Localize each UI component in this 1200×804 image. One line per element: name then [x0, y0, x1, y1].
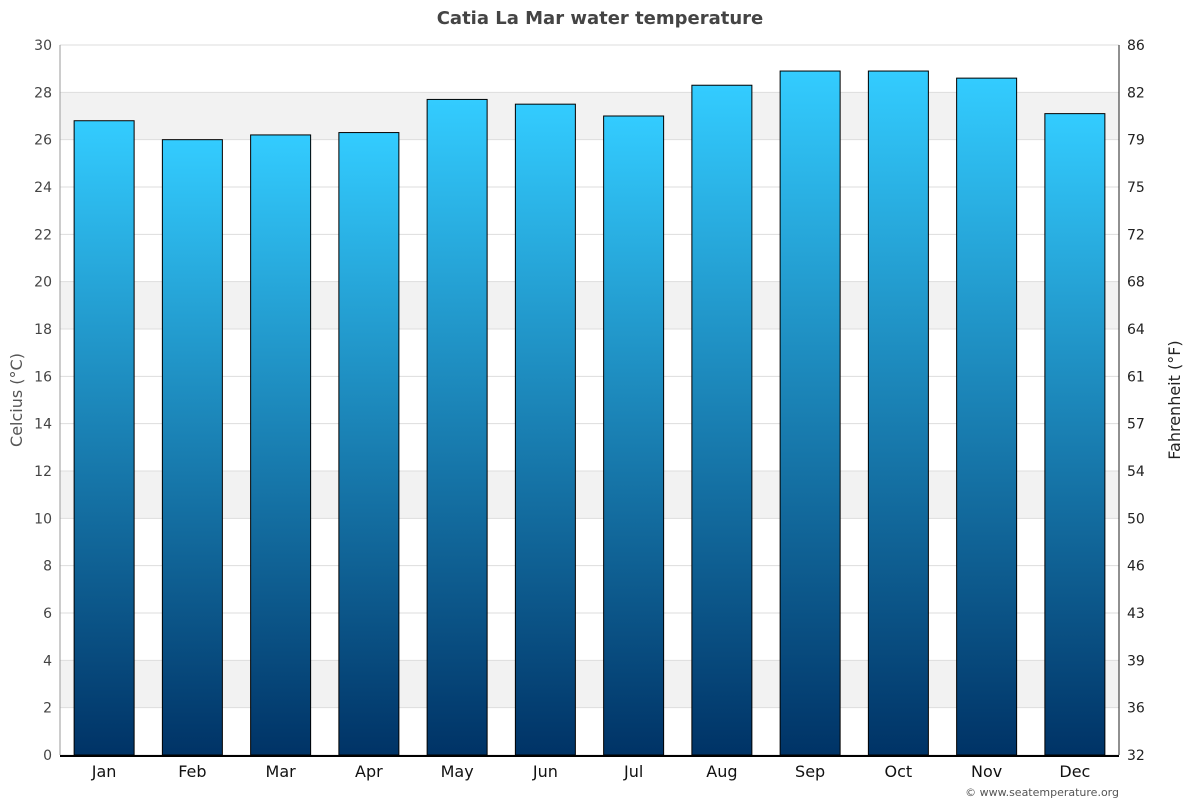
bar-oct: [867, 70, 929, 756]
y2-tick-label: 50: [1127, 511, 1145, 527]
y-tick-label: 6: [43, 606, 52, 622]
y-tick-label: 20: [34, 275, 52, 291]
x-tick-label: Jul: [623, 762, 643, 781]
y2-tick-label: 32: [1127, 748, 1145, 764]
x-tick-label: Dec: [1059, 762, 1090, 781]
y2-tick-label: 57: [1127, 417, 1145, 433]
y-tick-label: 12: [34, 464, 52, 480]
bar-jan: [73, 120, 135, 756]
x-tick-label: Oct: [885, 762, 913, 781]
y-tick-label: 28: [34, 85, 52, 101]
bar-aug: [691, 84, 753, 756]
y2-tick-label: 54: [1127, 464, 1145, 480]
grid-band: [60, 92, 1119, 140]
y2-tick-label: 75: [1127, 180, 1145, 196]
y2-tick-label: 82: [1127, 85, 1145, 101]
y2-tick-label: 61: [1127, 369, 1145, 385]
x-tick-label: Nov: [971, 762, 1002, 781]
y-tick-label: 2: [43, 701, 52, 717]
bar-apr: [338, 132, 400, 756]
y-tick-label: 14: [34, 417, 52, 433]
x-tick-label: Jan: [91, 762, 117, 781]
x-tick-label: Sep: [795, 762, 825, 781]
y2-tick-label: 86: [1127, 38, 1145, 54]
bar-nov: [956, 77, 1018, 756]
y2-axis-label: Fahrenheit (°F): [1165, 340, 1184, 459]
y-tick-label: 16: [34, 369, 52, 385]
bar-feb: [161, 139, 223, 756]
y-tick-label: 18: [34, 322, 52, 338]
y2-tick-label: 72: [1127, 227, 1145, 243]
y-tick-label: 30: [34, 38, 52, 54]
chart-title: Catia La Mar water temperature: [437, 8, 764, 29]
bar-may: [426, 98, 488, 756]
y-tick-label: 26: [34, 133, 52, 149]
y2-tick-label: 68: [1127, 275, 1145, 291]
x-tick-label: May: [441, 762, 474, 781]
y-tick-label: 0: [43, 748, 52, 764]
y-axis-label: Celcius (°C): [7, 353, 26, 447]
bar-sep: [779, 70, 841, 756]
grid-band: [60, 471, 1119, 519]
credit[interactable]: © www.seatemperature.org: [965, 786, 1119, 799]
x-tick-label: Jun: [532, 762, 558, 781]
y2-tick-label: 79: [1127, 133, 1145, 149]
bar-mar: [250, 134, 312, 756]
x-tick-label: Apr: [355, 762, 383, 781]
x-tick-label: Aug: [706, 762, 737, 781]
x-tick-label: Mar: [266, 762, 297, 781]
bar-dec: [1044, 113, 1106, 756]
y-tick-label: 24: [34, 180, 52, 196]
grid-band: [60, 281, 1119, 329]
bar-jun: [514, 103, 576, 756]
y2-tick-label: 39: [1127, 653, 1145, 669]
y-tick-label: 8: [43, 559, 52, 575]
y-tick-label: 22: [34, 227, 52, 243]
y-tick-label: 10: [34, 511, 52, 527]
y2-tick-label: 36: [1127, 701, 1145, 717]
y2-tick-label: 64: [1127, 322, 1145, 338]
y2-tick-label: 46: [1127, 559, 1145, 575]
y-tick-label: 4: [43, 653, 52, 669]
bar-jul: [603, 115, 665, 756]
y2-tick-label: 43: [1127, 606, 1145, 622]
grid-band: [60, 660, 1119, 708]
x-tick-label: Feb: [178, 762, 206, 781]
